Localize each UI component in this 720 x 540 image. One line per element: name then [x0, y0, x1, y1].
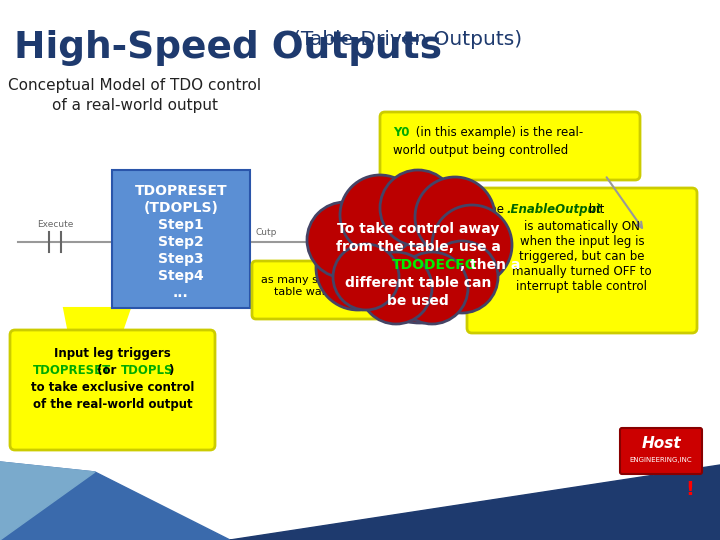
Text: Step3: Step3: [158, 252, 204, 266]
Text: (or: (or: [93, 364, 120, 377]
Polygon shape: [0, 462, 95, 540]
Circle shape: [415, 177, 495, 257]
Text: TDOPRESET: TDOPRESET: [135, 184, 228, 198]
Text: of the real-world output: of the real-world output: [32, 398, 192, 411]
Text: bit: bit: [585, 203, 604, 216]
Circle shape: [432, 205, 512, 285]
FancyBboxPatch shape: [252, 261, 388, 319]
Text: ...: ...: [173, 286, 189, 300]
Text: be used: be used: [387, 294, 449, 308]
Text: TDOPLS: TDOPLS: [121, 364, 174, 377]
Text: to take exclusive control: to take exclusive control: [31, 381, 194, 394]
Polygon shape: [0, 465, 720, 540]
Text: from the table, use a: from the table, use a: [336, 240, 500, 254]
Text: (in this example) is the real-: (in this example) is the real-: [412, 126, 583, 139]
FancyBboxPatch shape: [10, 330, 215, 450]
Text: Step2: Step2: [158, 235, 204, 249]
Text: Y0: Y0: [649, 230, 660, 239]
Text: Input leg triggers: Input leg triggers: [54, 347, 171, 360]
Text: (Table-Driven Outputs): (Table-Driven Outputs): [293, 30, 522, 49]
Text: is automatically ON
when the input leg is
triggered, but can be
manually turned : is automatically ON when the input leg i…: [512, 220, 652, 293]
Text: The: The: [482, 203, 508, 216]
Circle shape: [307, 202, 383, 278]
Text: Step1: Step1: [158, 218, 204, 232]
Text: world output being controlled: world output being controlled: [393, 144, 568, 157]
Polygon shape: [64, 308, 130, 430]
Circle shape: [426, 241, 498, 313]
Text: ENGINEERING,INC: ENGINEERING,INC: [630, 457, 693, 463]
Circle shape: [380, 170, 456, 246]
Circle shape: [316, 226, 400, 310]
Text: Y0: Y0: [393, 126, 410, 139]
Text: !: !: [685, 480, 694, 499]
FancyBboxPatch shape: [620, 428, 702, 474]
Text: Do: Do: [624, 478, 649, 496]
Text: (: (: [644, 230, 654, 254]
Circle shape: [396, 252, 468, 324]
Text: .EnableOutput: .EnableOutput: [506, 203, 601, 216]
Text: Cutp: Cutp: [255, 228, 276, 237]
Text: OUT: OUT: [647, 245, 663, 254]
Text: more: more: [646, 478, 694, 496]
Text: ): ): [669, 230, 679, 254]
Text: To take control away: To take control away: [337, 222, 499, 236]
FancyBboxPatch shape: [380, 112, 640, 180]
Text: Host: Host: [642, 436, 681, 451]
Circle shape: [333, 244, 399, 310]
Text: , then a: , then a: [460, 258, 521, 272]
Text: (TDOPLS): (TDOPLS): [143, 201, 218, 215]
Polygon shape: [0, 462, 230, 540]
Text: different table can: different table can: [345, 276, 491, 290]
Text: ): ): [168, 364, 174, 377]
Text: Conceptual Model of TDO control
of a real-world output: Conceptual Model of TDO control of a rea…: [9, 78, 261, 113]
FancyBboxPatch shape: [112, 170, 250, 308]
FancyBboxPatch shape: [467, 188, 697, 333]
Text: as many steps as the
table warrants...: as many steps as the table warrants...: [261, 275, 379, 297]
Text: TDOPRESET: TDOPRESET: [33, 364, 112, 377]
Circle shape: [360, 252, 432, 324]
Text: High-Speed Outputs: High-Speed Outputs: [14, 30, 442, 66]
Circle shape: [352, 187, 488, 323]
Text: Execute: Execute: [37, 220, 73, 229]
Text: TDODECFG: TDODECFG: [392, 258, 477, 272]
Text: Step4: Step4: [158, 269, 204, 283]
Circle shape: [340, 175, 420, 255]
